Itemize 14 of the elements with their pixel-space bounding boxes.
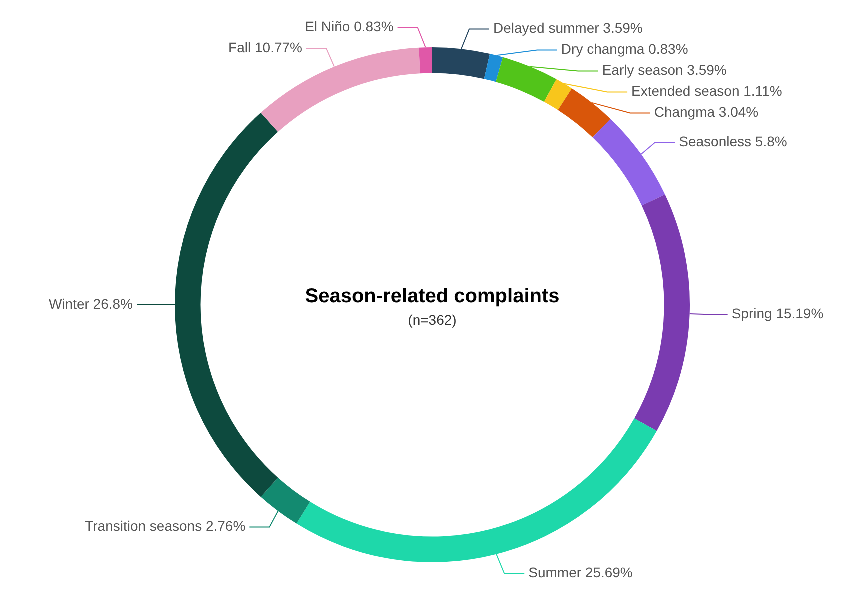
slice-label: Transition seasons 2.76% <box>85 518 246 534</box>
slice-label: Winter 26.8% <box>48 296 133 312</box>
slice-label: Dry changma 0.83% <box>561 41 688 58</box>
slice-label: Fall 10.77% <box>228 39 302 56</box>
slice-label: Early season 3.59% <box>602 62 727 78</box>
slice-label: Changma 3.04% <box>654 104 759 120</box>
text: (n=362) <box>408 312 457 328</box>
slice-label: Seasonless 5.8% <box>679 134 788 150</box>
slice-label: Spring 15.19% <box>732 306 824 322</box>
slice-label: Extended season 1.11% <box>632 83 782 100</box>
slice-label: Summer 25.69% <box>528 564 633 581</box>
text: Season-related complaints <box>305 286 560 308</box>
slice-label: Delayed summer 3.59% <box>493 20 643 36</box>
slice-label: El Niño 0.83% <box>305 18 394 34</box>
